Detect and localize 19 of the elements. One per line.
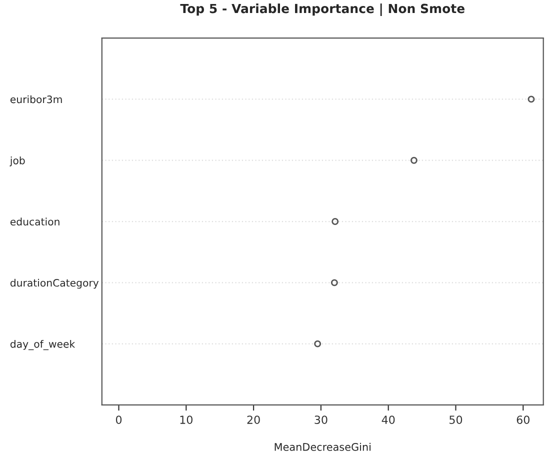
- point: [314, 340, 322, 348]
- y-tick-label: job: [10, 156, 25, 166]
- x-tick-label: 40: [382, 416, 395, 424]
- x-tick-label: 20: [247, 416, 260, 424]
- point: [330, 279, 338, 286]
- point: [332, 218, 339, 225]
- x-tick-label: 10: [180, 416, 192, 424]
- y-tick-label: education: [10, 218, 60, 226]
- x-tick-label: 30: [314, 416, 328, 424]
- y-tick-label: durationCategory: [10, 278, 99, 289]
- x-tick-label: 50: [450, 416, 462, 424]
- x-tick-label: 60: [516, 416, 530, 424]
- point: [410, 156, 418, 164]
- x-axis-title: MeanDecreaseGini: [274, 442, 370, 451]
- y-tick-label: day_of_week: [10, 340, 76, 350]
- point: [528, 96, 535, 103]
- chart-title: Top 5 - Variable Importance | Non Smote: [180, 4, 464, 16]
- y-tick-label: euribor3m: [10, 95, 62, 104]
- x-tick-label: 0: [116, 416, 122, 424]
